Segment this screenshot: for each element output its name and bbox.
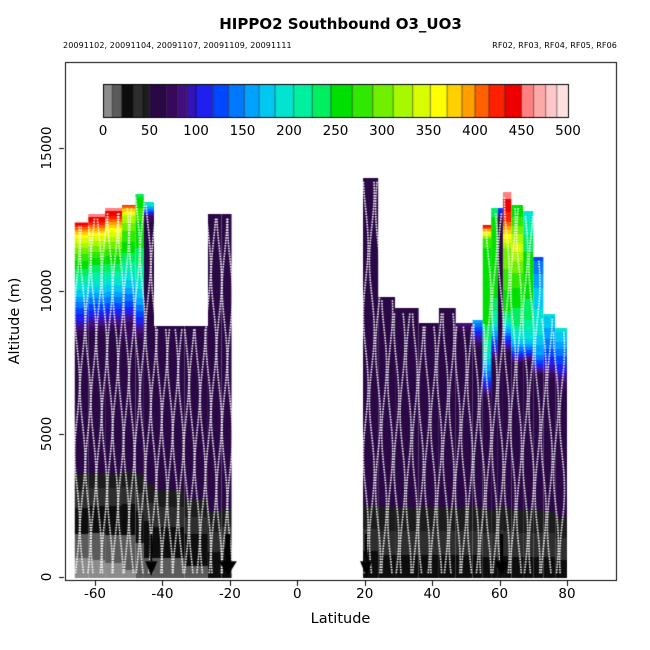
x-tick-label: 20 [356, 586, 374, 602]
subtitle-flights: RF02, RF03, RF04, RF05, RF06 [492, 41, 617, 50]
y-tick-label: 0 [39, 572, 55, 582]
subtitle-dates: 20091102, 20091104, 20091107, 20091109, … [63, 41, 292, 50]
colorbar-tick-label: 250 [322, 123, 349, 139]
x-tick-label: 80 [558, 586, 576, 602]
x-axis-label: Latitude [310, 611, 371, 627]
y-axis-label: Altitude (m) [7, 277, 23, 365]
x-tick-label: -60 [83, 586, 107, 602]
x-tick-label: 40 [423, 586, 441, 602]
colorbar-tick-label: 300 [369, 123, 395, 139]
colorbar-tick-label: 400 [462, 123, 488, 139]
x-tick-label: 0 [292, 586, 302, 602]
colorbar-tick-label: 50 [140, 123, 159, 139]
y-tick-label: 15000 [39, 126, 55, 170]
colorbar-tick-label: 150 [229, 123, 256, 139]
colorbar-tick-label: 500 [555, 123, 581, 139]
y-tick-label: 5000 [39, 416, 55, 452]
colorbar-tick-label: 0 [98, 123, 108, 139]
colorbar-tick-label: 450 [508, 123, 535, 139]
colorbar-tick-label: 350 [415, 123, 442, 139]
x-tick-label: 60 [490, 586, 509, 602]
x-tick-label: -40 [151, 586, 174, 602]
colorbar-tick-label: 100 [183, 123, 209, 139]
chart-title: HIPPO2 Southbound O3_UO3 [219, 15, 462, 33]
y-tick-label: 10000 [39, 269, 55, 313]
colorbar-tick-label: 200 [276, 123, 302, 139]
x-tick-label: -20 [218, 586, 241, 602]
